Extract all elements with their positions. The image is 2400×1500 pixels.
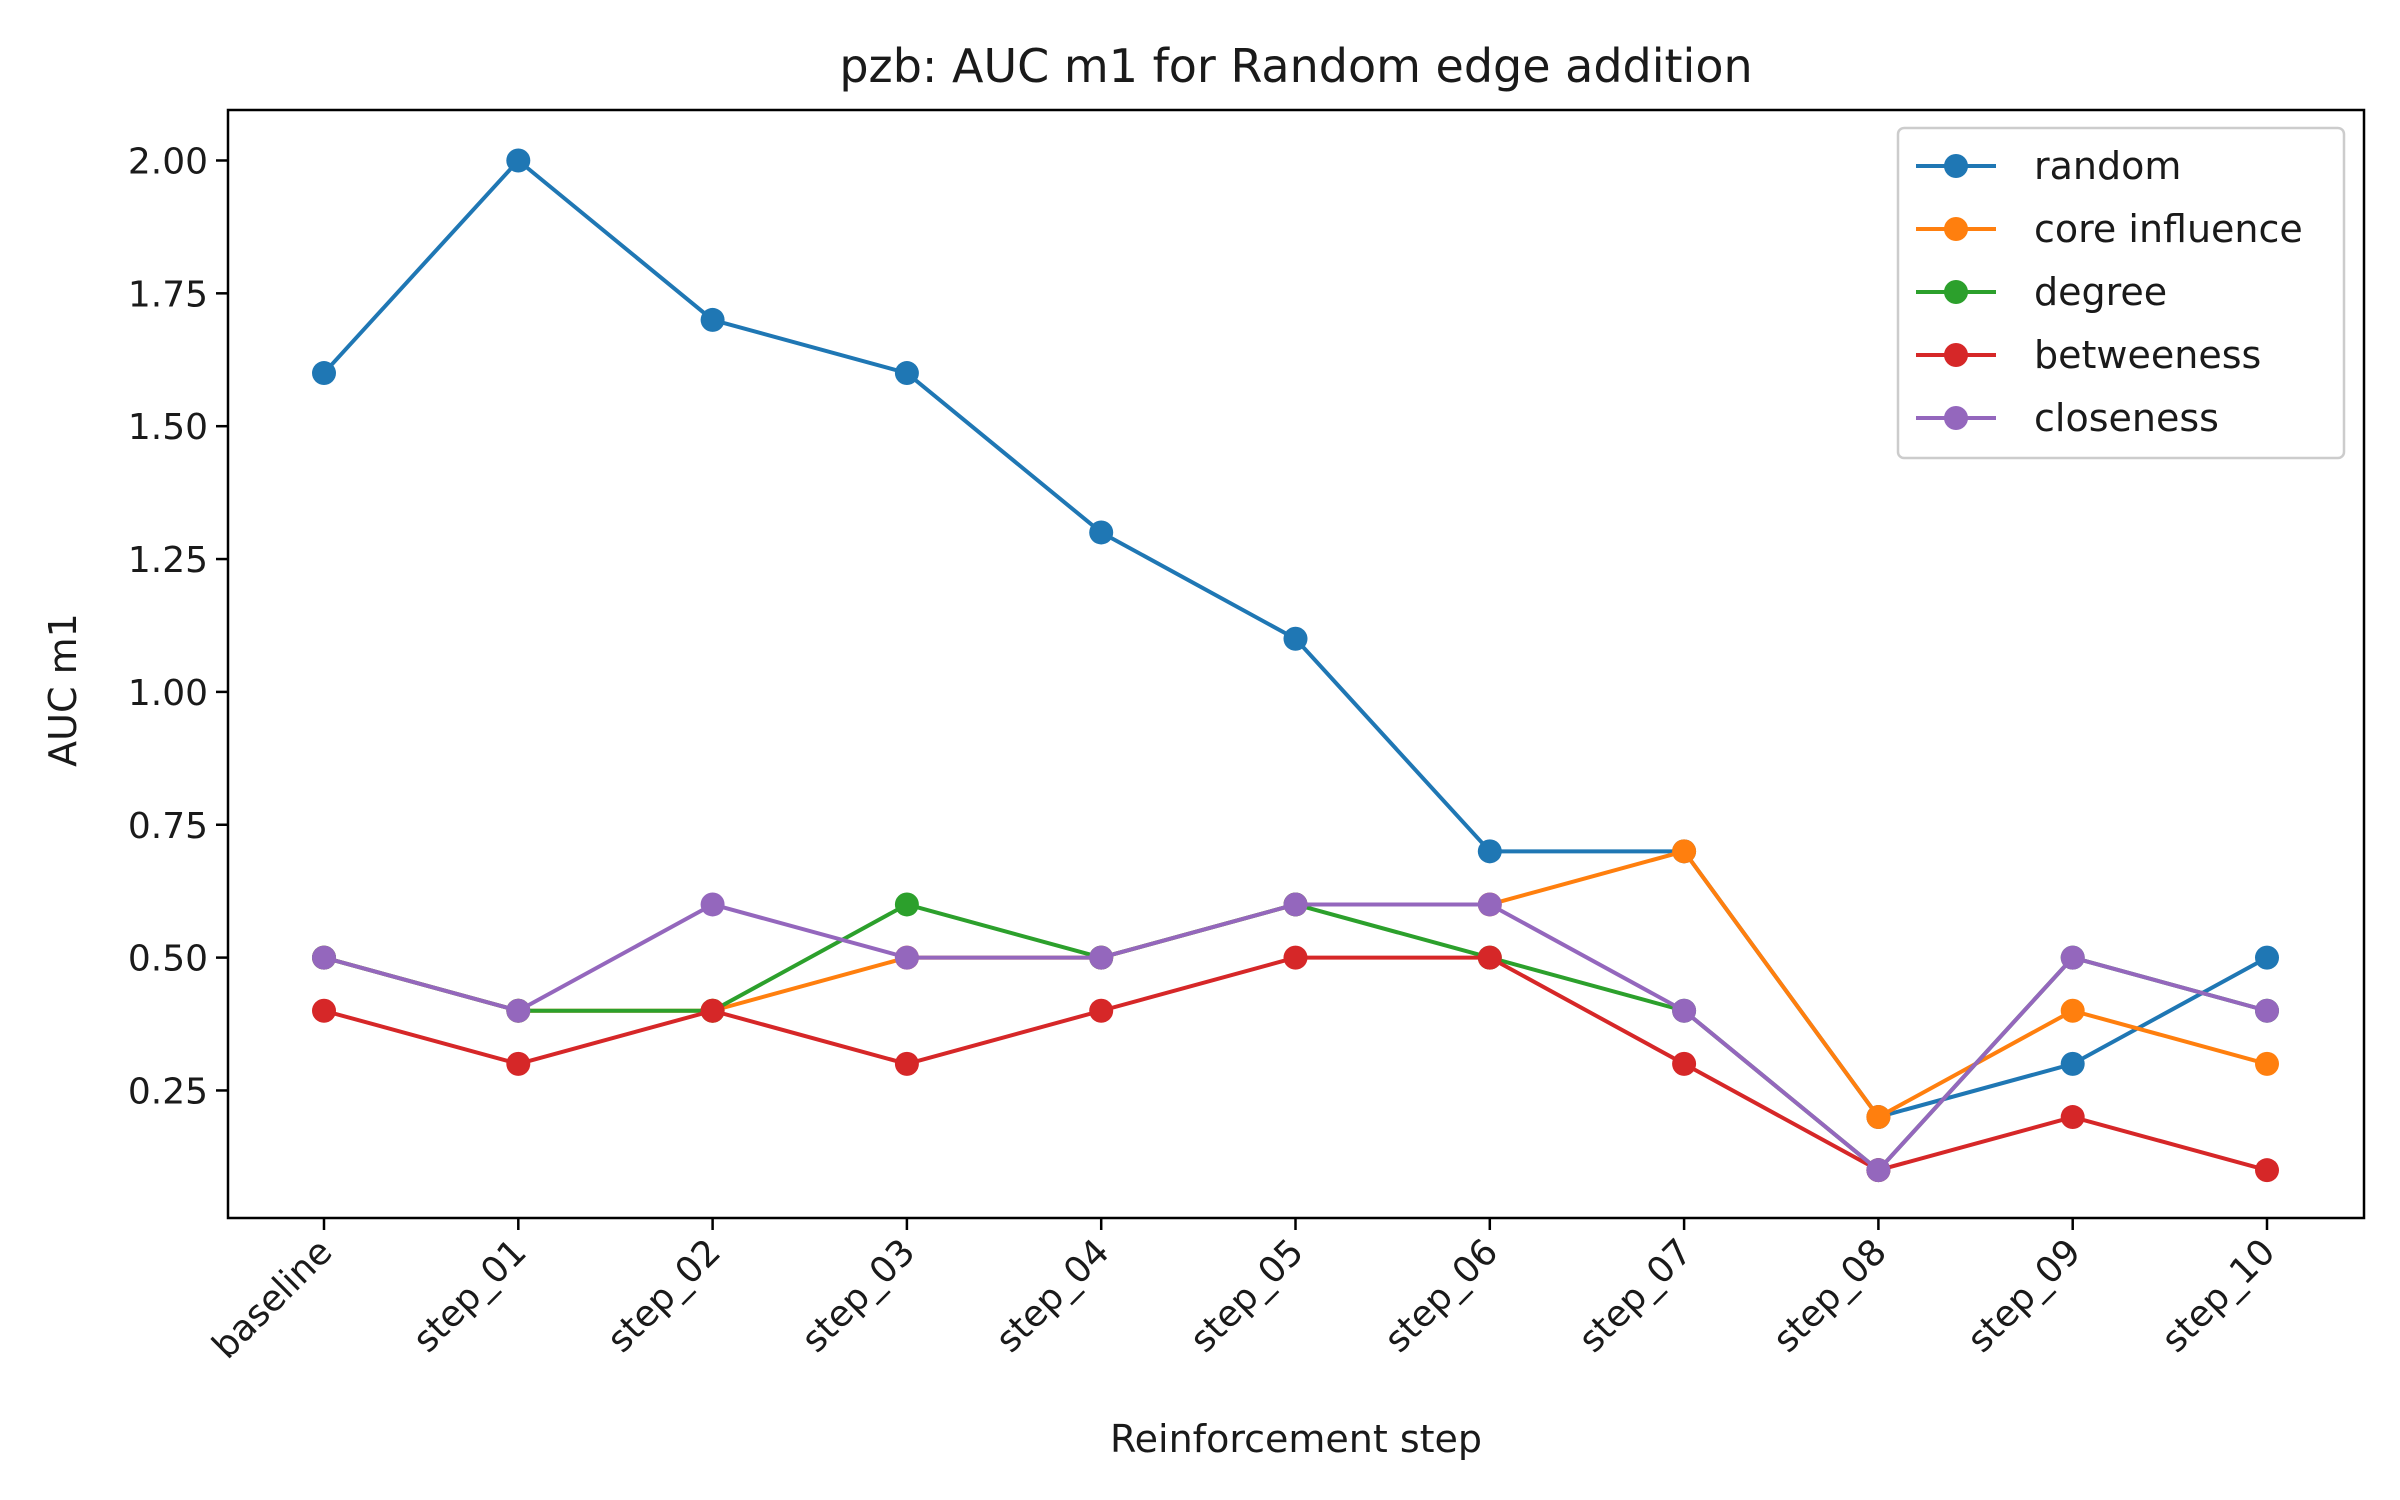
- x-tick-label: step_01: [405, 1231, 534, 1360]
- y-tick-label: 1.00: [128, 673, 208, 714]
- data-point-betweeness: [2060, 1105, 2085, 1130]
- x-tick-label: step_04: [988, 1231, 1117, 1360]
- chart-title: pzb: AUC m1 for Random edge addition: [839, 39, 1752, 93]
- series-closeness: [312, 892, 2279, 1183]
- x-tick-label: step_08: [1766, 1231, 1895, 1360]
- legend-label-random: random: [2034, 144, 2181, 188]
- legend-box: [1896, 126, 2346, 460]
- series-betweeness: [312, 945, 2279, 1183]
- data-point-closeness: [894, 945, 919, 970]
- data-point-closeness: [2255, 998, 2279, 1023]
- data-point-betweeness: [1089, 998, 1114, 1023]
- data-point-random: [506, 148, 531, 173]
- data-point-random: [700, 307, 725, 332]
- data-point-betweeness: [2255, 1158, 2279, 1183]
- data-point-closeness: [700, 892, 725, 917]
- x-tick-label: step_05: [1183, 1231, 1312, 1360]
- legend-label-closeness: closeness: [2034, 396, 2219, 440]
- x-tick-label: step_07: [1571, 1231, 1700, 1360]
- x-tick-label: step_09: [1960, 1231, 2089, 1360]
- data-point-closeness: [1283, 892, 1308, 917]
- data-point-random: [2060, 1051, 2085, 1076]
- data-point-closeness: [1672, 998, 1697, 1023]
- series-line-core-influence: [323, 849, 2268, 1120]
- data-point-betweeness: [312, 998, 336, 1023]
- data-point-closeness: [1477, 892, 1502, 917]
- data-point-closeness: [1866, 1158, 1891, 1183]
- legend-label-core-influence: core influence: [2034, 207, 2303, 251]
- y-tick-label: 0.25: [128, 1071, 208, 1112]
- data-point-core-influence: [1866, 1105, 1891, 1130]
- data-point-random: [312, 361, 336, 386]
- legend: random core influence degree betweeness clos…: [1896, 126, 2346, 460]
- x-tick-label: step_02: [600, 1231, 729, 1360]
- x-tick-label: step_03: [794, 1231, 923, 1360]
- x-tick-label: baseline: [205, 1231, 341, 1367]
- data-point-random: [1089, 520, 1114, 545]
- y-axis-label: AUC m1: [41, 613, 85, 767]
- data-point-betweeness: [506, 1051, 531, 1076]
- data-point-closeness: [506, 998, 531, 1023]
- y-tick-label: 0.50: [128, 939, 208, 980]
- data-point-betweeness: [700, 998, 725, 1023]
- legend-marker-degree: [1944, 280, 1968, 304]
- data-point-betweeness: [1283, 945, 1308, 970]
- y-tick-label: 2.00: [128, 141, 208, 182]
- data-point-core-influence: [2255, 1051, 2279, 1076]
- series-degree: [312, 892, 2279, 1183]
- data-point-closeness: [2060, 945, 2085, 970]
- x-axis-label: Reinforcement step: [1110, 1417, 1482, 1461]
- data-point-betweeness: [1672, 1051, 1697, 1076]
- data-point-closeness: [312, 945, 336, 970]
- data-point-core-influence: [2060, 998, 2085, 1023]
- y-tick-label: 1.25: [128, 540, 208, 581]
- data-point-random: [1283, 626, 1308, 651]
- data-point-closeness: [1089, 945, 1114, 970]
- data-point-degree: [894, 892, 919, 917]
- data-point-betweeness: [894, 1051, 919, 1076]
- x-tick-label: step_06: [1377, 1231, 1506, 1360]
- data-point-betweeness: [1477, 945, 1502, 970]
- data-point-random: [894, 361, 919, 386]
- y-tick-label: 1.75: [128, 274, 208, 315]
- x-tick-label: step_10: [2154, 1231, 2283, 1360]
- data-point-random: [2255, 945, 2279, 970]
- y-tick-label: 1.50: [128, 407, 208, 448]
- legend-label-betweeness: betweeness: [2034, 333, 2261, 377]
- legend-marker-betweeness: [1944, 343, 1968, 367]
- legend-marker-closeness: [1944, 406, 1968, 430]
- series-core-influence: [312, 839, 2279, 1130]
- data-point-core-influence: [1672, 839, 1697, 864]
- legend-marker-core-influence: [1944, 217, 1968, 241]
- legend-label-degree: degree: [2034, 270, 2167, 314]
- legend-marker-random: [1944, 154, 1968, 178]
- y-tick-label: 0.75: [128, 806, 208, 847]
- data-point-random: [1477, 839, 1502, 864]
